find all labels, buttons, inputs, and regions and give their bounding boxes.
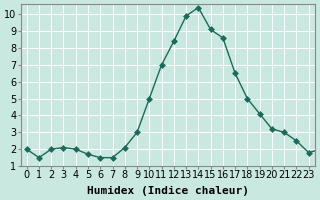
X-axis label: Humidex (Indice chaleur): Humidex (Indice chaleur) <box>87 186 249 196</box>
